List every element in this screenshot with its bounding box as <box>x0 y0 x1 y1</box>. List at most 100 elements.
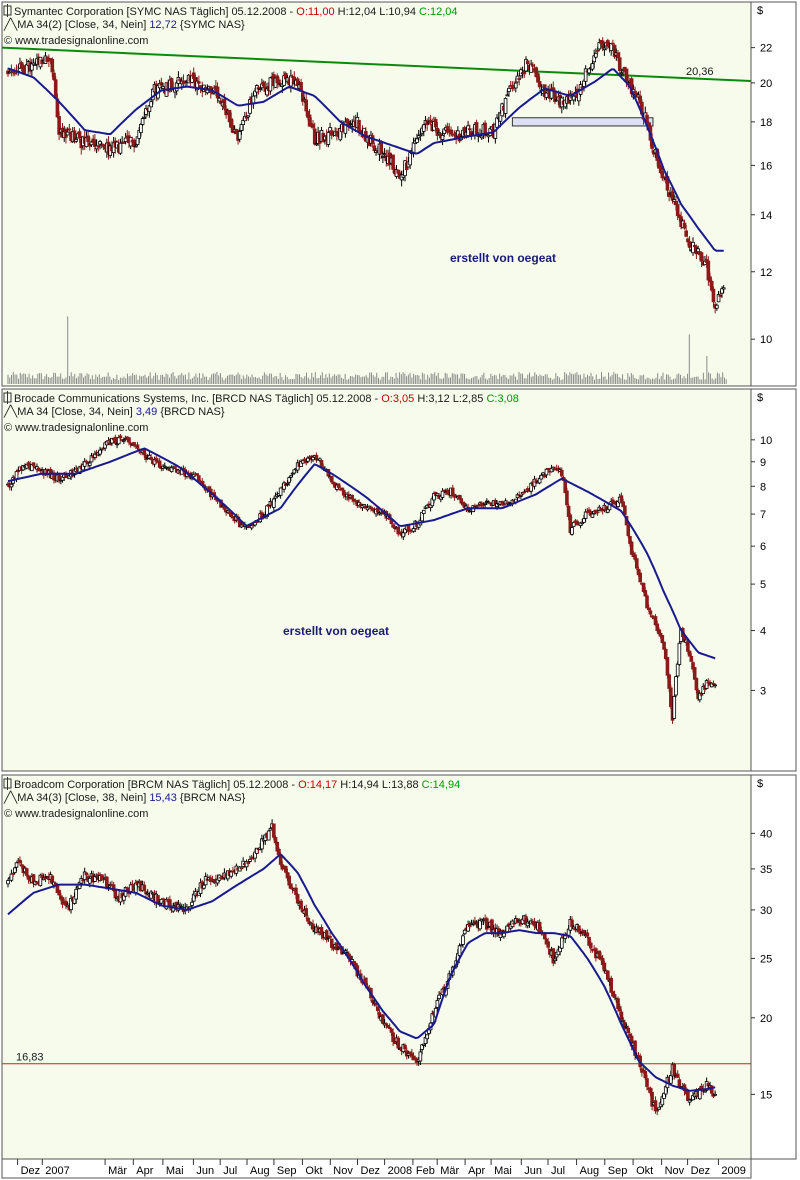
candle-body <box>293 470 296 473</box>
candle-body <box>272 824 275 837</box>
candle-body <box>376 1007 379 1011</box>
candle-body <box>289 476 292 477</box>
candle-body <box>416 139 419 143</box>
candle-body <box>307 918 310 921</box>
candle-body <box>627 525 630 535</box>
candle-body <box>75 139 78 141</box>
candle-body <box>419 135 422 136</box>
candle-body <box>656 1110 659 1111</box>
candle-body <box>223 99 226 108</box>
candle-body <box>388 1027 391 1028</box>
candle-body <box>675 677 678 695</box>
resistance-box <box>512 118 653 126</box>
currency-label: $ <box>757 5 763 17</box>
candle-body <box>583 81 586 86</box>
candle-body <box>133 140 136 147</box>
ma-legend-value: 12,72 <box>149 19 177 31</box>
ma-legend-value: 3,49 <box>136 406 157 418</box>
candle-body <box>441 135 444 139</box>
candle-body <box>577 926 580 932</box>
candle-body <box>661 635 664 642</box>
plot-area <box>2 775 751 1159</box>
candle-body <box>630 542 633 554</box>
candle-body <box>554 959 557 961</box>
symantec-chart-panel: Symantec Corporation [SYMC NAS Täglich] … <box>2 2 796 386</box>
candle-body <box>572 96 575 100</box>
x-tick-label: Mai <box>166 1165 184 1177</box>
title-name: Brocade Communications Systems, Inc. [BR… <box>14 393 381 405</box>
x-tick-label: Sep <box>277 1165 297 1177</box>
broadcom-chart-panel: Broadcom Corporation [BRCM NAS Täglich] … <box>2 775 796 1159</box>
candle-body <box>540 475 543 479</box>
candle-body <box>560 470 563 476</box>
source-label: © www.tradesignalonline.com <box>4 422 148 434</box>
candle-body <box>676 204 679 215</box>
x-tick-label: Apr <box>468 1165 485 1177</box>
candle-body <box>10 874 13 880</box>
candle-body <box>678 1080 681 1087</box>
candle-body <box>97 146 100 147</box>
ma-legend-suffix: {SYMC NAS} <box>177 19 245 31</box>
candle-body <box>566 491 569 505</box>
candle-body <box>654 1101 657 1111</box>
candle-body <box>685 231 688 236</box>
candle-body <box>627 1028 630 1033</box>
candle-body <box>262 82 265 86</box>
candle-body <box>669 688 672 707</box>
y-tick-label: 8 <box>760 481 766 493</box>
candle-body <box>693 245 696 246</box>
candle-body <box>117 438 120 444</box>
candle-body <box>136 445 139 448</box>
title-open: O:14,17 <box>298 779 337 791</box>
candle-body <box>591 514 594 517</box>
title-name: Symantec Corporation [SYMC NAS Täglich] … <box>14 6 296 18</box>
candle-body <box>617 53 620 58</box>
candle-body <box>692 242 695 252</box>
candle-body <box>160 83 163 86</box>
candle-body <box>162 899 165 900</box>
candle-body <box>625 69 628 82</box>
candle-body <box>75 889 78 899</box>
y-axis-area <box>751 2 796 386</box>
candle-body <box>358 120 361 131</box>
candle-body <box>591 64 594 70</box>
title-hl: H:3,12 L:2,85 <box>414 393 486 405</box>
candle-body <box>129 885 132 892</box>
candle-body <box>295 888 298 894</box>
candle-body <box>506 95 509 96</box>
candle-body <box>446 490 449 494</box>
candle-body <box>646 1079 649 1087</box>
candle-body <box>380 142 383 154</box>
candle-body <box>688 651 691 656</box>
candle-body <box>695 678 698 690</box>
candle-body <box>289 884 292 889</box>
candle-body <box>247 116 250 117</box>
candle-body <box>666 657 669 675</box>
x-tick-label: 2009 <box>721 1165 745 1177</box>
ma-legend-prefix: ╱╲MA 34(2) [Close, 34, Nein] <box>3 17 149 31</box>
candle-body <box>238 132 241 140</box>
candle-body <box>129 443 132 444</box>
x-tick-label: Mär <box>108 1165 127 1177</box>
candle-body <box>668 675 671 689</box>
candle-body <box>412 143 415 153</box>
candle-body <box>114 890 117 898</box>
candle-body <box>402 533 405 537</box>
candle-body <box>479 920 482 928</box>
candle-body <box>305 100 308 111</box>
candle-body <box>409 153 412 165</box>
candle-body <box>13 868 16 873</box>
candle-body <box>131 884 134 885</box>
y-tick-label: 14 <box>760 210 772 222</box>
x-tick-label: Jul <box>551 1165 565 1177</box>
trend-annotation: 20,36 <box>686 66 714 78</box>
x-tick-label: 2008 <box>388 1165 412 1177</box>
candle-body <box>436 1000 439 1007</box>
candle-body <box>422 125 425 132</box>
candle-body <box>693 668 696 680</box>
candle-body <box>520 495 523 496</box>
y-tick-label: 18 <box>760 117 772 129</box>
candle-body <box>477 505 480 506</box>
candle-body <box>175 83 178 91</box>
candle-body <box>351 495 354 499</box>
